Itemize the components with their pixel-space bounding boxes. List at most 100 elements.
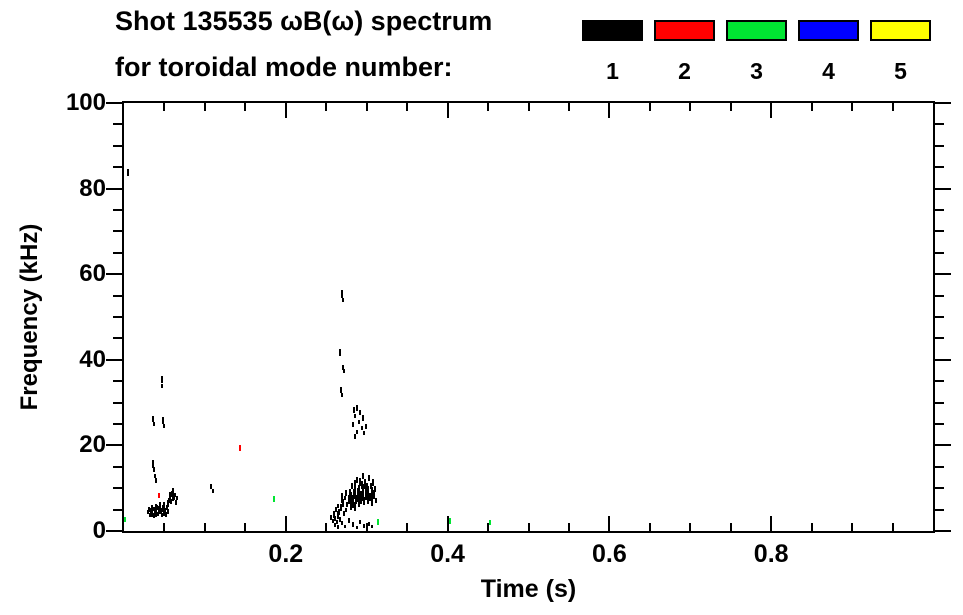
data-point-n=1 <box>355 477 358 484</box>
legend-label-mode-5: 5 <box>894 58 907 84</box>
x-tick-bottom-minor <box>527 523 530 531</box>
data-point-n=3 <box>123 517 126 523</box>
data-point-n=1 <box>371 525 374 529</box>
legend-swatch-mode-1 <box>582 20 643 41</box>
data-point-n=1 <box>340 520 343 525</box>
x-tick-top-major <box>770 103 773 118</box>
plot-area: 0.2 0.4 0.6 0.8 0 20 40 60 80 100 <box>66 89 951 568</box>
data-point-n=1 <box>333 511 336 518</box>
x-tick-top-minor <box>648 103 651 111</box>
data-point-n=1 <box>360 425 363 430</box>
y-tick-left-major <box>106 102 122 104</box>
data-point-n=1 <box>157 506 160 513</box>
data-point-n=1 <box>161 417 164 424</box>
data-point-n=1 <box>356 488 359 502</box>
data-point-n=1 <box>349 498 352 511</box>
data-point-n=1 <box>341 290 344 299</box>
data-point-n=1 <box>343 369 346 374</box>
x-tick-top-minor <box>163 103 166 111</box>
legend-swatch-mode-2 <box>654 20 715 41</box>
y-tick-left-minor <box>113 337 122 340</box>
plot-frame: 0.2 0.4 0.6 0.8 0 20 40 60 80 100 Time (s) <box>66 89 951 603</box>
x-tick-bottom-minor <box>365 523 368 531</box>
data-point-n=1 <box>347 494 350 505</box>
data-point-n=1 <box>161 504 164 512</box>
chart-title: Shot 135535 ωB(ω) spectrum <box>115 6 493 36</box>
data-point-n=1 <box>361 472 364 479</box>
y-tick-right-minor <box>935 294 944 297</box>
data-point-n=1 <box>166 509 169 515</box>
y-tick-label-80: 80 <box>79 174 106 202</box>
data-point-n=1 <box>353 434 356 439</box>
x-tick-top-minor <box>729 103 732 111</box>
y-tick-right-minor <box>935 144 944 147</box>
x-tick-bottom-minor <box>729 523 732 531</box>
data-point-n=1 <box>357 419 360 424</box>
x-tick-bottom-minor <box>851 523 854 531</box>
data-point-n=1 <box>348 488 351 496</box>
data-point-n=1 <box>171 496 174 502</box>
y-tick-right-major <box>935 358 951 361</box>
data-point-n=1 <box>351 522 354 527</box>
y-tick-right-major <box>935 102 951 104</box>
x-tick-bottom-major <box>608 516 611 531</box>
data-point-n=1 <box>373 485 376 492</box>
data-point-n=1 <box>352 407 355 413</box>
legend-label-mode-3: 3 <box>750 58 763 84</box>
y-tick-right-minor <box>935 401 944 404</box>
data-point-n=3 <box>272 496 275 502</box>
data-point-n=1 <box>341 392 344 398</box>
y-tick-label-0: 0 <box>92 517 106 544</box>
data-point-n=1 <box>368 521 371 526</box>
data-point-n=1 <box>344 489 347 496</box>
data-point-n=1 <box>359 410 362 416</box>
x-tick-top-minor <box>567 103 570 111</box>
y-tick-left-minor <box>113 294 122 297</box>
data-point-n=1 <box>335 519 338 525</box>
data-point-n=1 <box>167 500 170 508</box>
data-point-n=1 <box>152 467 155 473</box>
data-point-n=3 <box>488 519 491 525</box>
data-point-n=1 <box>368 475 371 482</box>
data-point-n=1 <box>152 513 155 519</box>
x-tick-top-minor <box>851 103 854 111</box>
y-tick-right-major <box>935 444 951 447</box>
data-point-n=1 <box>152 421 155 427</box>
x-tick-top-major <box>284 103 287 118</box>
y-tick-left-minor <box>113 508 122 511</box>
y-axis-title: Frequency (kHz) <box>16 223 43 411</box>
legend-swatch-mode-4 <box>798 20 859 41</box>
data-point-n=1 <box>165 505 168 510</box>
data-point-n=1 <box>369 482 372 490</box>
data-point-n=1 <box>362 415 365 421</box>
data-point-n=1 <box>168 497 171 503</box>
data-point-n=1 <box>339 349 341 356</box>
data-point-n=1 <box>173 494 176 500</box>
x-tick-bottom-minor <box>689 523 692 531</box>
data-point-n=1 <box>359 477 362 486</box>
x-tick-top-minor <box>365 103 368 111</box>
data-point-n=1 <box>365 483 368 492</box>
x-tick-top-minor <box>325 103 328 111</box>
x-tick-bottom-minor <box>891 523 894 531</box>
x-tick-bottom-major <box>770 516 773 531</box>
x-tick-label-0.8: 0.8 <box>753 540 789 568</box>
x-tick-bottom-minor <box>203 523 206 531</box>
data-point-n=1 <box>337 525 340 529</box>
y-tick-left-major <box>106 187 122 190</box>
data-point-n=1 <box>161 376 164 383</box>
x-tick-label-0.6: 0.6 <box>592 540 627 568</box>
y-tick-right-minor <box>935 380 944 383</box>
data-point-n=1 <box>339 386 342 394</box>
legend-swatch-mode-3 <box>726 20 787 41</box>
y-tick-left-minor <box>113 401 122 404</box>
data-point-n=1 <box>354 413 357 418</box>
data-point-n=1 <box>355 404 358 411</box>
data-point-n=1 <box>153 506 156 514</box>
data-point-n=1 <box>351 483 354 490</box>
x-tick-label-0.4: 0.4 <box>430 540 465 568</box>
data-point-n=1 <box>372 479 375 487</box>
data-point-n=1 <box>173 492 176 498</box>
data-point-n=1 <box>363 430 366 436</box>
y-tick-left-major <box>106 358 122 361</box>
